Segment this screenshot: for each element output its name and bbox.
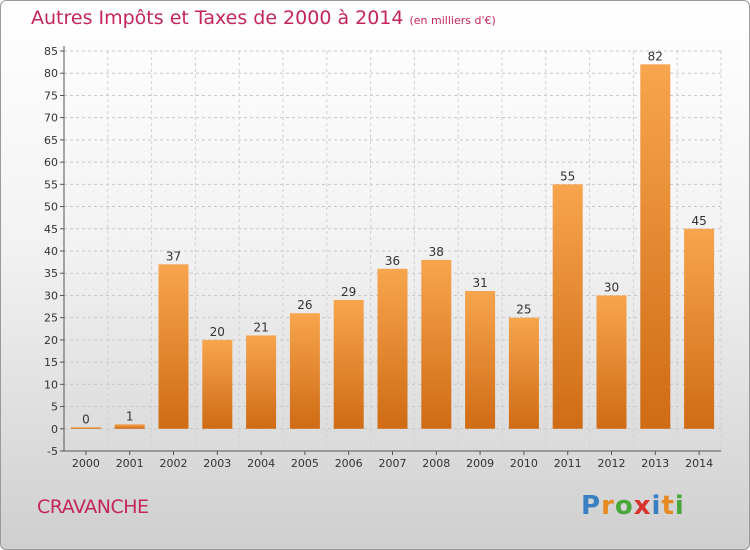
brand-letter: o — [614, 491, 634, 521]
x-tick-label: 2004 — [247, 457, 275, 470]
x-tick-label: 2001 — [116, 457, 144, 470]
x-tick-label: 2005 — [291, 457, 319, 470]
data-label: 0 — [82, 412, 90, 426]
x-tick-label: 2011 — [554, 457, 582, 470]
brand-letter: t — [661, 491, 675, 521]
y-tick-label: 20 — [44, 334, 58, 347]
y-tick-label: 65 — [44, 134, 58, 147]
bar — [289, 313, 320, 429]
x-tick-label: 2008 — [422, 457, 450, 470]
unit-label: (en milliers d'€) — [409, 14, 496, 27]
labels: -5 0 5 10 15 20 25 30 35 40 45 50 55 60 65 70 75 80 85 0 200… — [44, 45, 713, 470]
brand-letter: i — [651, 491, 662, 521]
y-tick-label: 15 — [44, 356, 58, 369]
bar — [684, 228, 715, 429]
bar — [114, 424, 145, 429]
data-label: 29 — [341, 285, 356, 299]
bar — [246, 335, 277, 429]
x-tick-label: 2003 — [203, 457, 231, 470]
x-tick-label: 2009 — [466, 457, 494, 470]
bar — [377, 268, 408, 429]
y-tick-label: 75 — [44, 89, 58, 102]
brand-letter: x — [633, 491, 652, 521]
y-tick-label: 0 — [51, 423, 58, 436]
y-tick-label: 10 — [44, 378, 58, 391]
data-label: 25 — [516, 303, 531, 317]
data-label: 20 — [210, 325, 225, 339]
data-label: 30 — [604, 280, 619, 294]
x-tick-label: 2007 — [379, 457, 407, 470]
data-label: 82 — [648, 49, 663, 63]
y-tick-label: 5 — [51, 401, 58, 414]
y-tick-label: 55 — [44, 178, 58, 191]
y-tick-label: 35 — [44, 267, 58, 280]
bar — [596, 295, 627, 429]
bar — [202, 339, 233, 429]
bar — [421, 259, 452, 429]
x-tick-label: 2014 — [685, 457, 713, 470]
x-tick-label: 2012 — [598, 457, 626, 470]
y-tick-label: 25 — [44, 312, 58, 325]
y-tick-label: 70 — [44, 112, 58, 125]
data-label: 31 — [472, 276, 487, 290]
bar — [333, 299, 364, 429]
y-tick-label: 50 — [44, 201, 58, 214]
y-tick-label: 30 — [44, 289, 58, 302]
bar — [508, 317, 539, 429]
bar — [640, 64, 671, 429]
y-tick-label: 80 — [44, 67, 58, 80]
title-text: Autres Impôts et Taxes de 2000 à 2014 — [31, 7, 404, 29]
y-tick-label: 85 — [44, 45, 58, 58]
brand-letter: P — [581, 491, 602, 521]
x-tick-label: 2000 — [72, 457, 100, 470]
brand-logo: Proxiti — [581, 491, 685, 521]
data-label: 1 — [126, 409, 134, 423]
data-label: 36 — [385, 254, 400, 268]
x-tick-label: 2002 — [160, 457, 188, 470]
bar — [465, 291, 496, 429]
y-tick-label: -5 — [47, 445, 58, 458]
chart-title: Autres Impôts et Taxes de 2000 à 2014 (en… — [31, 7, 496, 29]
x-tick-label: 2010 — [510, 457, 538, 470]
bar — [552, 184, 583, 429]
data-label: 37 — [166, 249, 181, 263]
data-label: 38 — [429, 245, 444, 259]
location-name: CRAVANCHE — [37, 496, 149, 518]
x-tick-label: 2013 — [641, 457, 669, 470]
y-tick-label: 60 — [44, 156, 58, 169]
brand-letter: r — [601, 491, 615, 521]
bars — [70, 64, 715, 429]
data-label: 55 — [560, 169, 575, 183]
y-tick-label: 40 — [44, 245, 58, 258]
x-tick-label: 2006 — [335, 457, 363, 470]
y-tick-label: 45 — [44, 223, 58, 236]
axes — [60, 46, 721, 455]
brand-letter: i — [674, 491, 685, 521]
data-label: 45 — [691, 214, 706, 228]
data-label: 21 — [253, 320, 268, 334]
data-label: 26 — [297, 298, 312, 312]
bar — [70, 427, 101, 429]
bar — [158, 264, 189, 429]
